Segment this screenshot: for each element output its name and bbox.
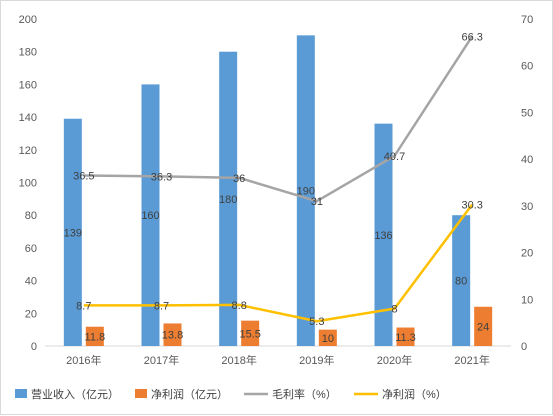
bar-0 (63, 118, 82, 346)
line-data-label: 5.3 (309, 316, 324, 328)
bar-1 (474, 306, 493, 346)
line-data-label: 30.3 (461, 199, 482, 211)
legend-swatch-bar (135, 389, 147, 398)
chart-legend: 营业收入（亿元） 净利润（亿元） 毛利率（%） 净利润（%） (15, 387, 447, 401)
bar-data-label: 10 (322, 333, 334, 345)
bar-1 (396, 327, 415, 346)
bar-0 (141, 84, 160, 347)
line-series-0 (83, 35, 474, 203)
y-right-tick-label: 10 (521, 294, 533, 306)
y-left-tick-label: 120 (19, 145, 37, 157)
line-data-label: 36 (233, 173, 245, 185)
legend-swatch-bar (15, 389, 27, 398)
y-right-tick-label: 70 (521, 14, 533, 26)
bar-0 (374, 123, 393, 346)
bar-1 (318, 329, 337, 346)
y-right-tick-label: 0 (521, 341, 527, 353)
bar-1 (241, 320, 260, 346)
y-right-tick-label: 20 (521, 248, 533, 260)
bar-0 (296, 35, 315, 346)
data-labels-group: 139 160 180 190 136 80 11.8 13.8 15.5 10 11.3 24 36.… (64, 31, 490, 345)
legend-label: 净利润（亿元） (151, 387, 228, 401)
y-left-tick-label: 160 (19, 79, 37, 91)
line-data-label: 8.7 (154, 300, 169, 312)
x-tick-label: 2018年 (221, 353, 256, 367)
bar-1 (163, 323, 182, 346)
line-data-label: 8.7 (76, 300, 91, 312)
y-left-tick-label: 100 (19, 178, 37, 190)
x-tick-label: 2016年 (66, 353, 101, 367)
y-left-tick-label: 80 (25, 210, 37, 222)
line-series-group (83, 35, 474, 323)
x-tick-label: 2021年 (454, 353, 489, 367)
x-tick-label: 2020年 (377, 353, 412, 367)
bar-data-label: 139 (64, 227, 82, 239)
y-right-tick-label: 60 (521, 61, 533, 73)
bar-data-label: 160 (141, 210, 159, 222)
bar-data-label: 11.8 (85, 331, 106, 343)
line-data-label: 36.5 (73, 170, 94, 182)
bar-data-label: 13.8 (162, 330, 183, 342)
y-right-tick-label: 30 (521, 201, 533, 213)
y-left-tick-label: 0 (31, 341, 37, 353)
y-left-tick-label: 20 (25, 308, 37, 320)
x-tick-label: 2019年 (299, 353, 334, 367)
y-left-tick-label: 60 (25, 243, 37, 255)
bar-data-label: 15.5 (239, 328, 260, 340)
bar-data-label: 24 (477, 321, 489, 333)
bar-data-label: 11.3 (395, 332, 416, 344)
line-data-label: 8.8 (232, 300, 247, 312)
x-tick-label: 2017年 (144, 353, 179, 367)
line-data-label: 40.7 (384, 151, 405, 163)
y-left-tick-label: 40 (25, 276, 37, 288)
bar-data-label: 80 (455, 276, 467, 288)
bar-data-label: 136 (374, 230, 392, 242)
bar-1 (85, 326, 104, 346)
y-left-tick-label: 140 (19, 112, 37, 124)
bar-data-label: 180 (219, 194, 237, 206)
y-right-tick-label: 40 (521, 154, 533, 166)
legend-label: 营业收入（亿元） (31, 387, 119, 401)
legend-label: 净利润（%） (382, 387, 447, 401)
line-series-1 (83, 203, 474, 323)
legend-label: 毛利率（%） (272, 387, 337, 401)
line-data-label: 66.3 (461, 31, 482, 43)
line-data-label: 8 (391, 304, 397, 316)
y-left-tick-label: 200 (19, 14, 37, 26)
chart-axes: 0 20 40 60 80 100 120 140 160 180 200 0 10 20 30 40 50 60… (19, 14, 534, 367)
y-right-tick-label: 50 (521, 107, 533, 119)
line-data-label: 31 (311, 196, 323, 208)
line-data-label: 36.3 (151, 171, 172, 183)
y-left-tick-label: 180 (19, 47, 37, 59)
bar-0 (452, 215, 471, 346)
bar-data-label: 190 (297, 186, 315, 198)
bar-0 (219, 51, 238, 346)
bar-series-group (63, 35, 493, 347)
